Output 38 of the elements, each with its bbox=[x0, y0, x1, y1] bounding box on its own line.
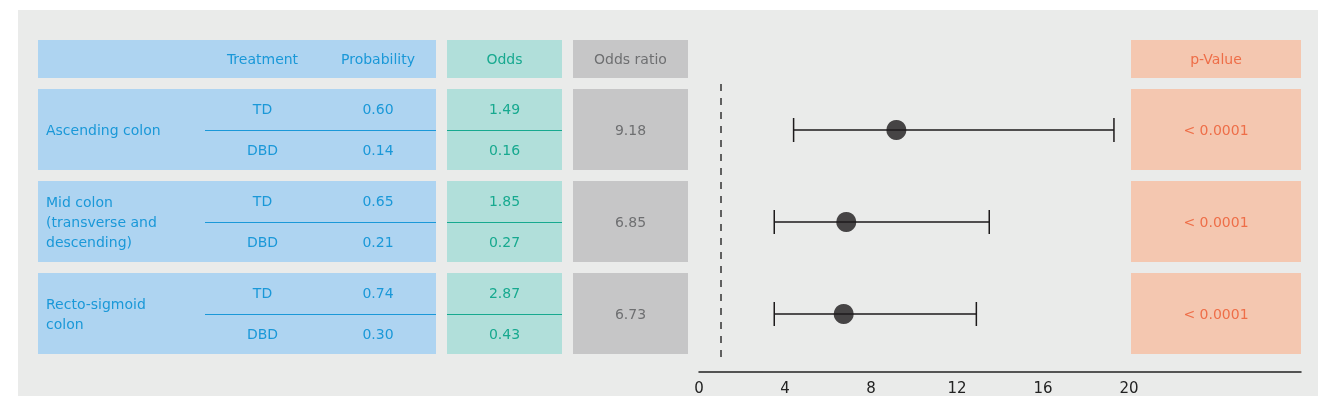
text: 0.21 bbox=[362, 233, 394, 250]
x-tick-label: 8 bbox=[866, 378, 876, 397]
x-tick-label: 12 bbox=[947, 378, 967, 397]
x-tick-label: 16 bbox=[1033, 378, 1053, 397]
text: TD bbox=[252, 285, 273, 302]
text: < 0.0001 bbox=[1183, 305, 1249, 322]
category-label: p-Value bbox=[1131, 40, 1301, 78]
text: DBD bbox=[246, 325, 279, 342]
text: 0.14 bbox=[362, 141, 394, 158]
text: TD bbox=[252, 193, 273, 210]
text: 0.74 bbox=[362, 285, 394, 302]
text: < 0.0001 bbox=[1183, 213, 1249, 230]
text: 1.85 bbox=[488, 193, 521, 210]
x-tick-label: 0 bbox=[694, 378, 704, 397]
category-label: Probability bbox=[320, 40, 436, 78]
text: 6.85 bbox=[614, 213, 647, 230]
text: DBD bbox=[246, 233, 279, 250]
text: 0.30 bbox=[362, 325, 394, 342]
text: 6.73 bbox=[614, 305, 647, 322]
text: 0.43 bbox=[488, 325, 521, 342]
category-label: Odds ratio bbox=[573, 40, 688, 78]
text: DBD bbox=[246, 141, 279, 158]
x-tick-label: 20 bbox=[1119, 378, 1139, 397]
text: 1.49 bbox=[488, 101, 521, 118]
text: TD bbox=[252, 101, 273, 118]
category-label: Mid colon (transverse and descending) bbox=[46, 193, 157, 250]
text: 0.65 bbox=[362, 193, 394, 210]
text: < 0.0001 bbox=[1183, 121, 1249, 138]
text: 0.16 bbox=[488, 141, 521, 158]
text: 0.60 bbox=[362, 101, 394, 118]
category-label: Treatment bbox=[225, 50, 300, 69]
text: 2.87 bbox=[488, 285, 521, 302]
category-label: Ascending colon bbox=[46, 121, 161, 138]
x-tick-label: 4 bbox=[780, 378, 790, 397]
text: 0.27 bbox=[488, 233, 521, 250]
text: 9.18 bbox=[614, 121, 647, 138]
category-label: Recto-sigmoid colon bbox=[46, 295, 146, 332]
category-label: Odds bbox=[447, 40, 562, 78]
